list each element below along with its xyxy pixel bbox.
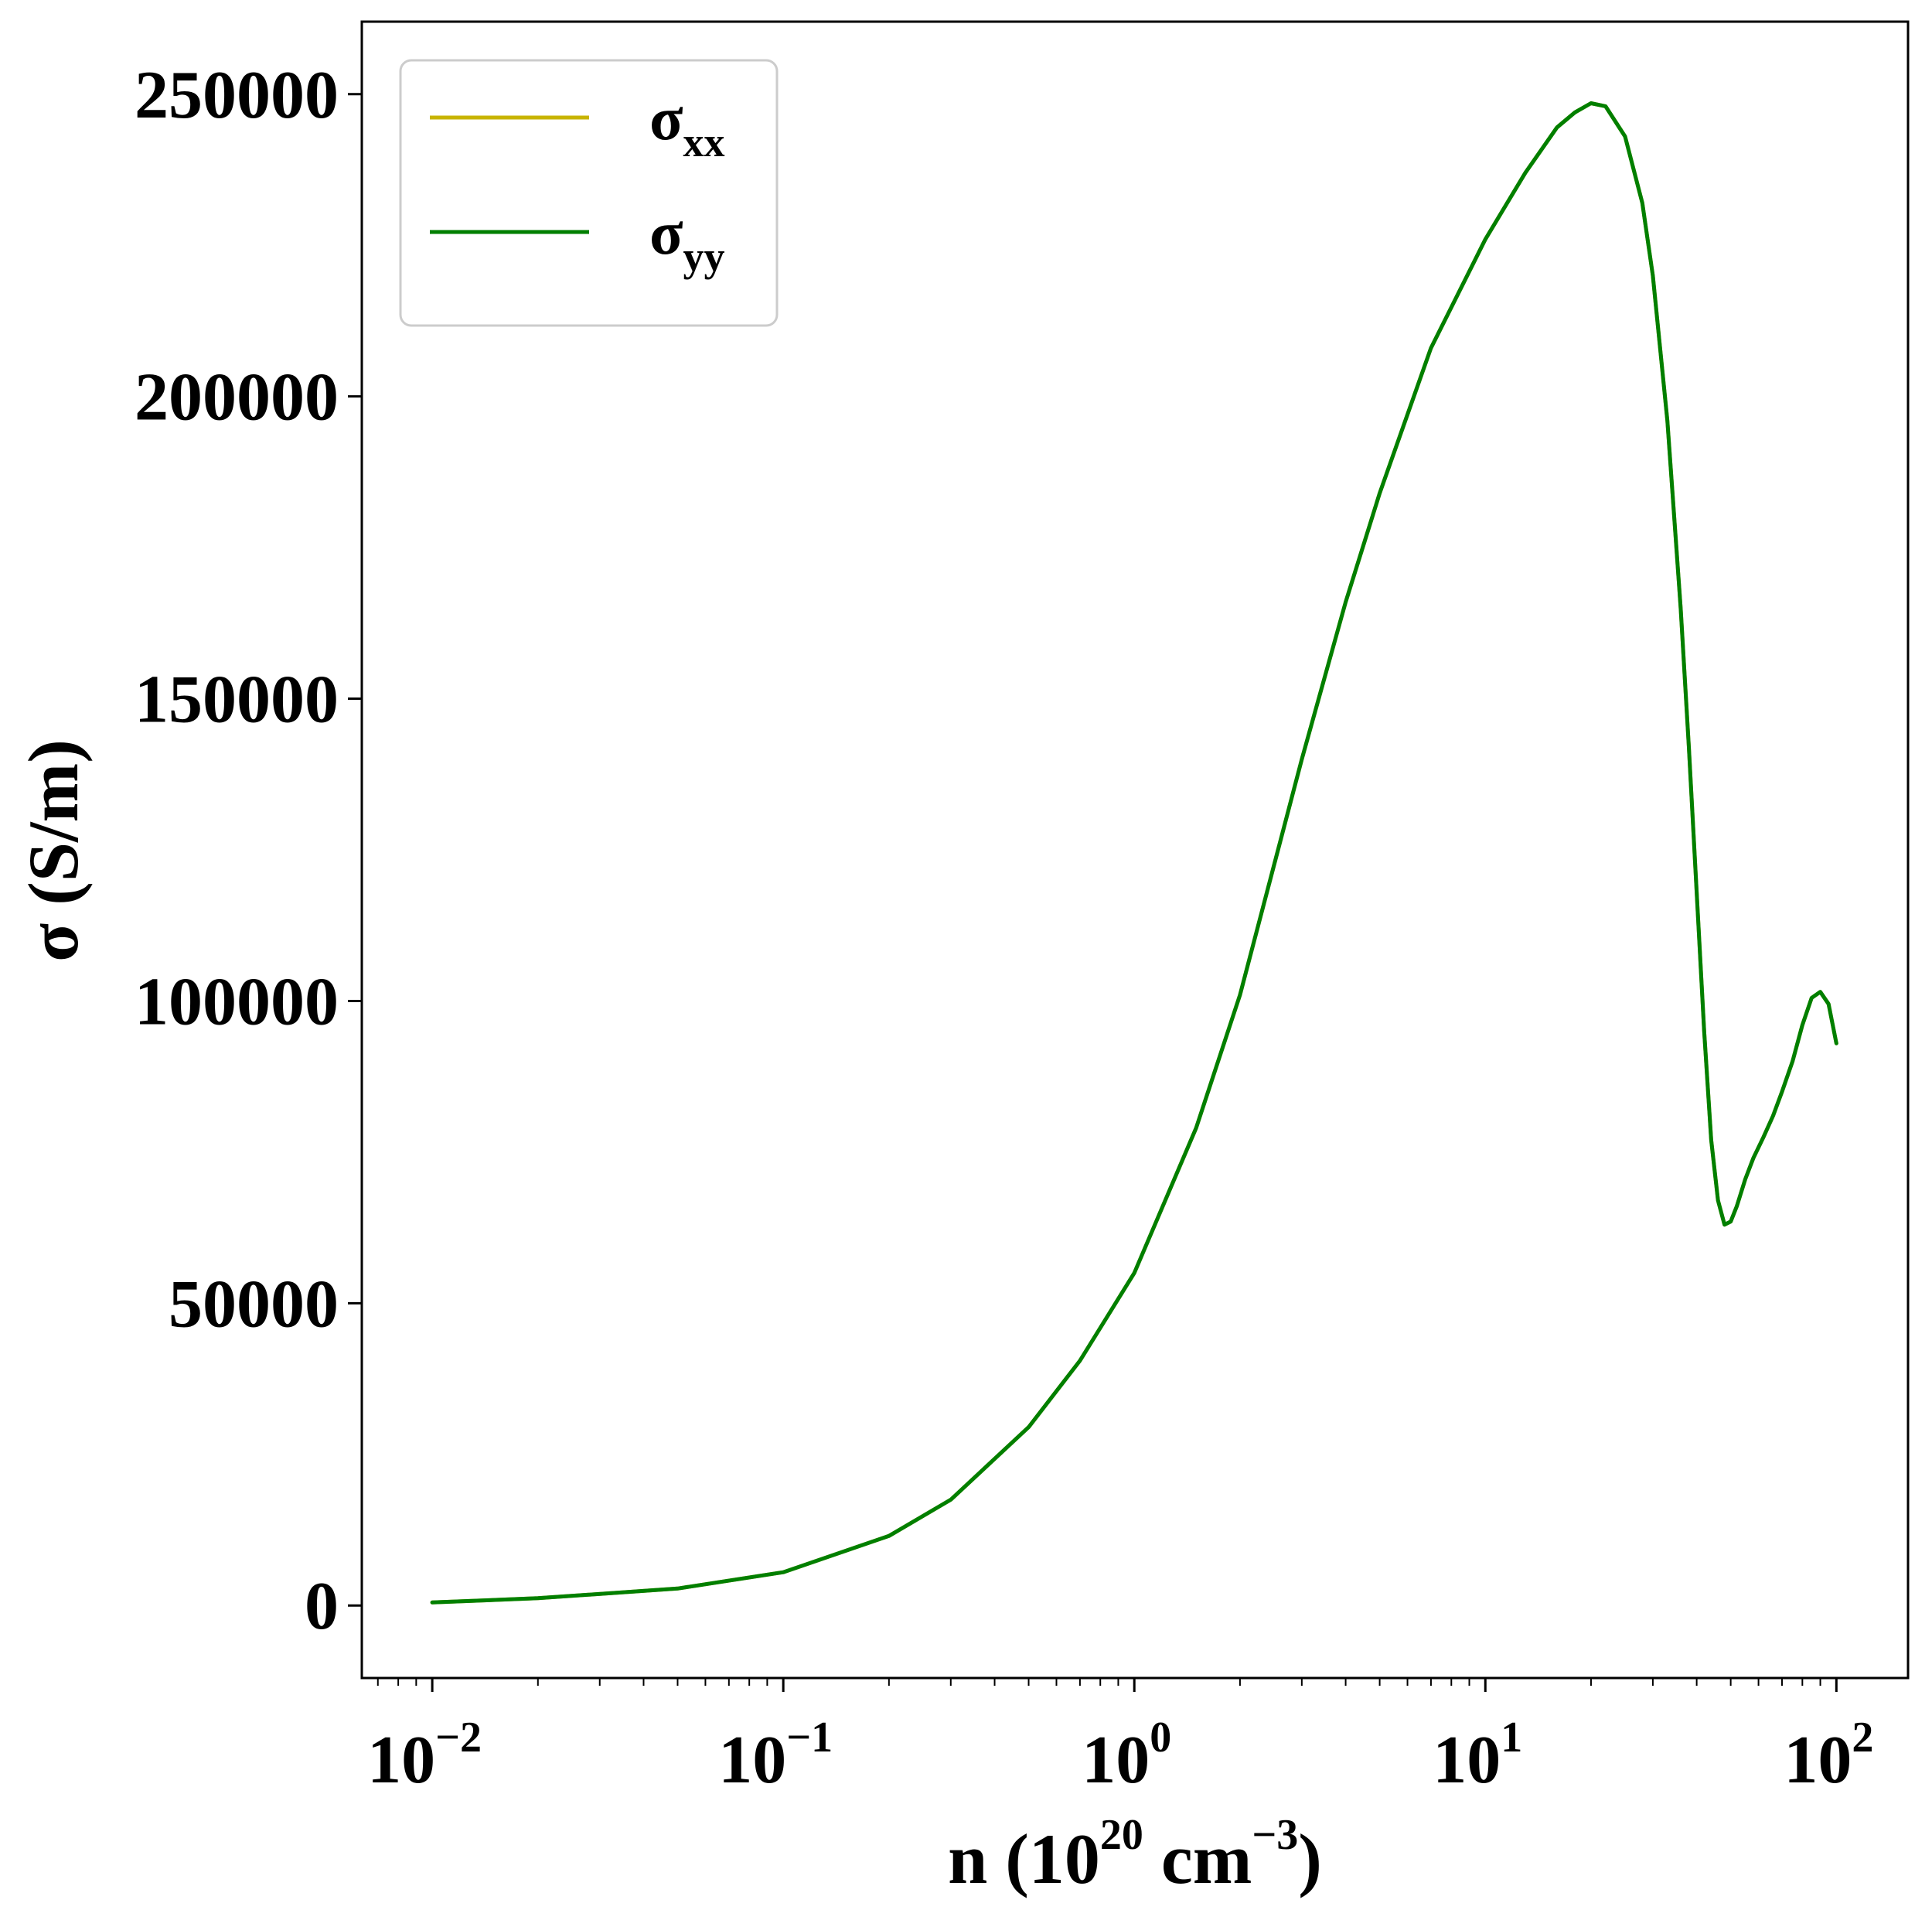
y-tick-label: 200000 [135, 360, 339, 435]
y-tick-label: 250000 [135, 58, 339, 133]
x-tick-label: 10−2 [367, 1714, 482, 1798]
legend-box [399, 59, 779, 327]
x-axis-label: n (1020 cm−3) [948, 1811, 1322, 1898]
legend-label: σyy [649, 200, 725, 280]
y-tick-label: 50000 [169, 1267, 339, 1342]
plot-frame [360, 20, 1910, 1680]
legend-label: σxx [649, 85, 725, 165]
y-axis-label: σ (S/m) [14, 739, 93, 962]
y-tick-label: 100000 [135, 964, 339, 1039]
x-tick-label: 100 [1082, 1714, 1171, 1798]
y-tick-label: 150000 [135, 663, 339, 738]
series-line-sigma-yy [430, 101, 1838, 1605]
y-tick-label: 0 [305, 1569, 339, 1644]
y-axis-ticks: 0 50000 100000 150000 200000 250000 [135, 58, 362, 1644]
x-axis-ticks: 10−2 10−1 100 101 102 [367, 1678, 1873, 1798]
x-tick-label: 101 [1433, 1714, 1522, 1798]
x-tick-label: 102 [1784, 1714, 1873, 1798]
series-layer [430, 101, 1838, 1605]
x-tick-label: 10−1 [718, 1714, 833, 1798]
legend: σxx σyy [399, 59, 779, 327]
